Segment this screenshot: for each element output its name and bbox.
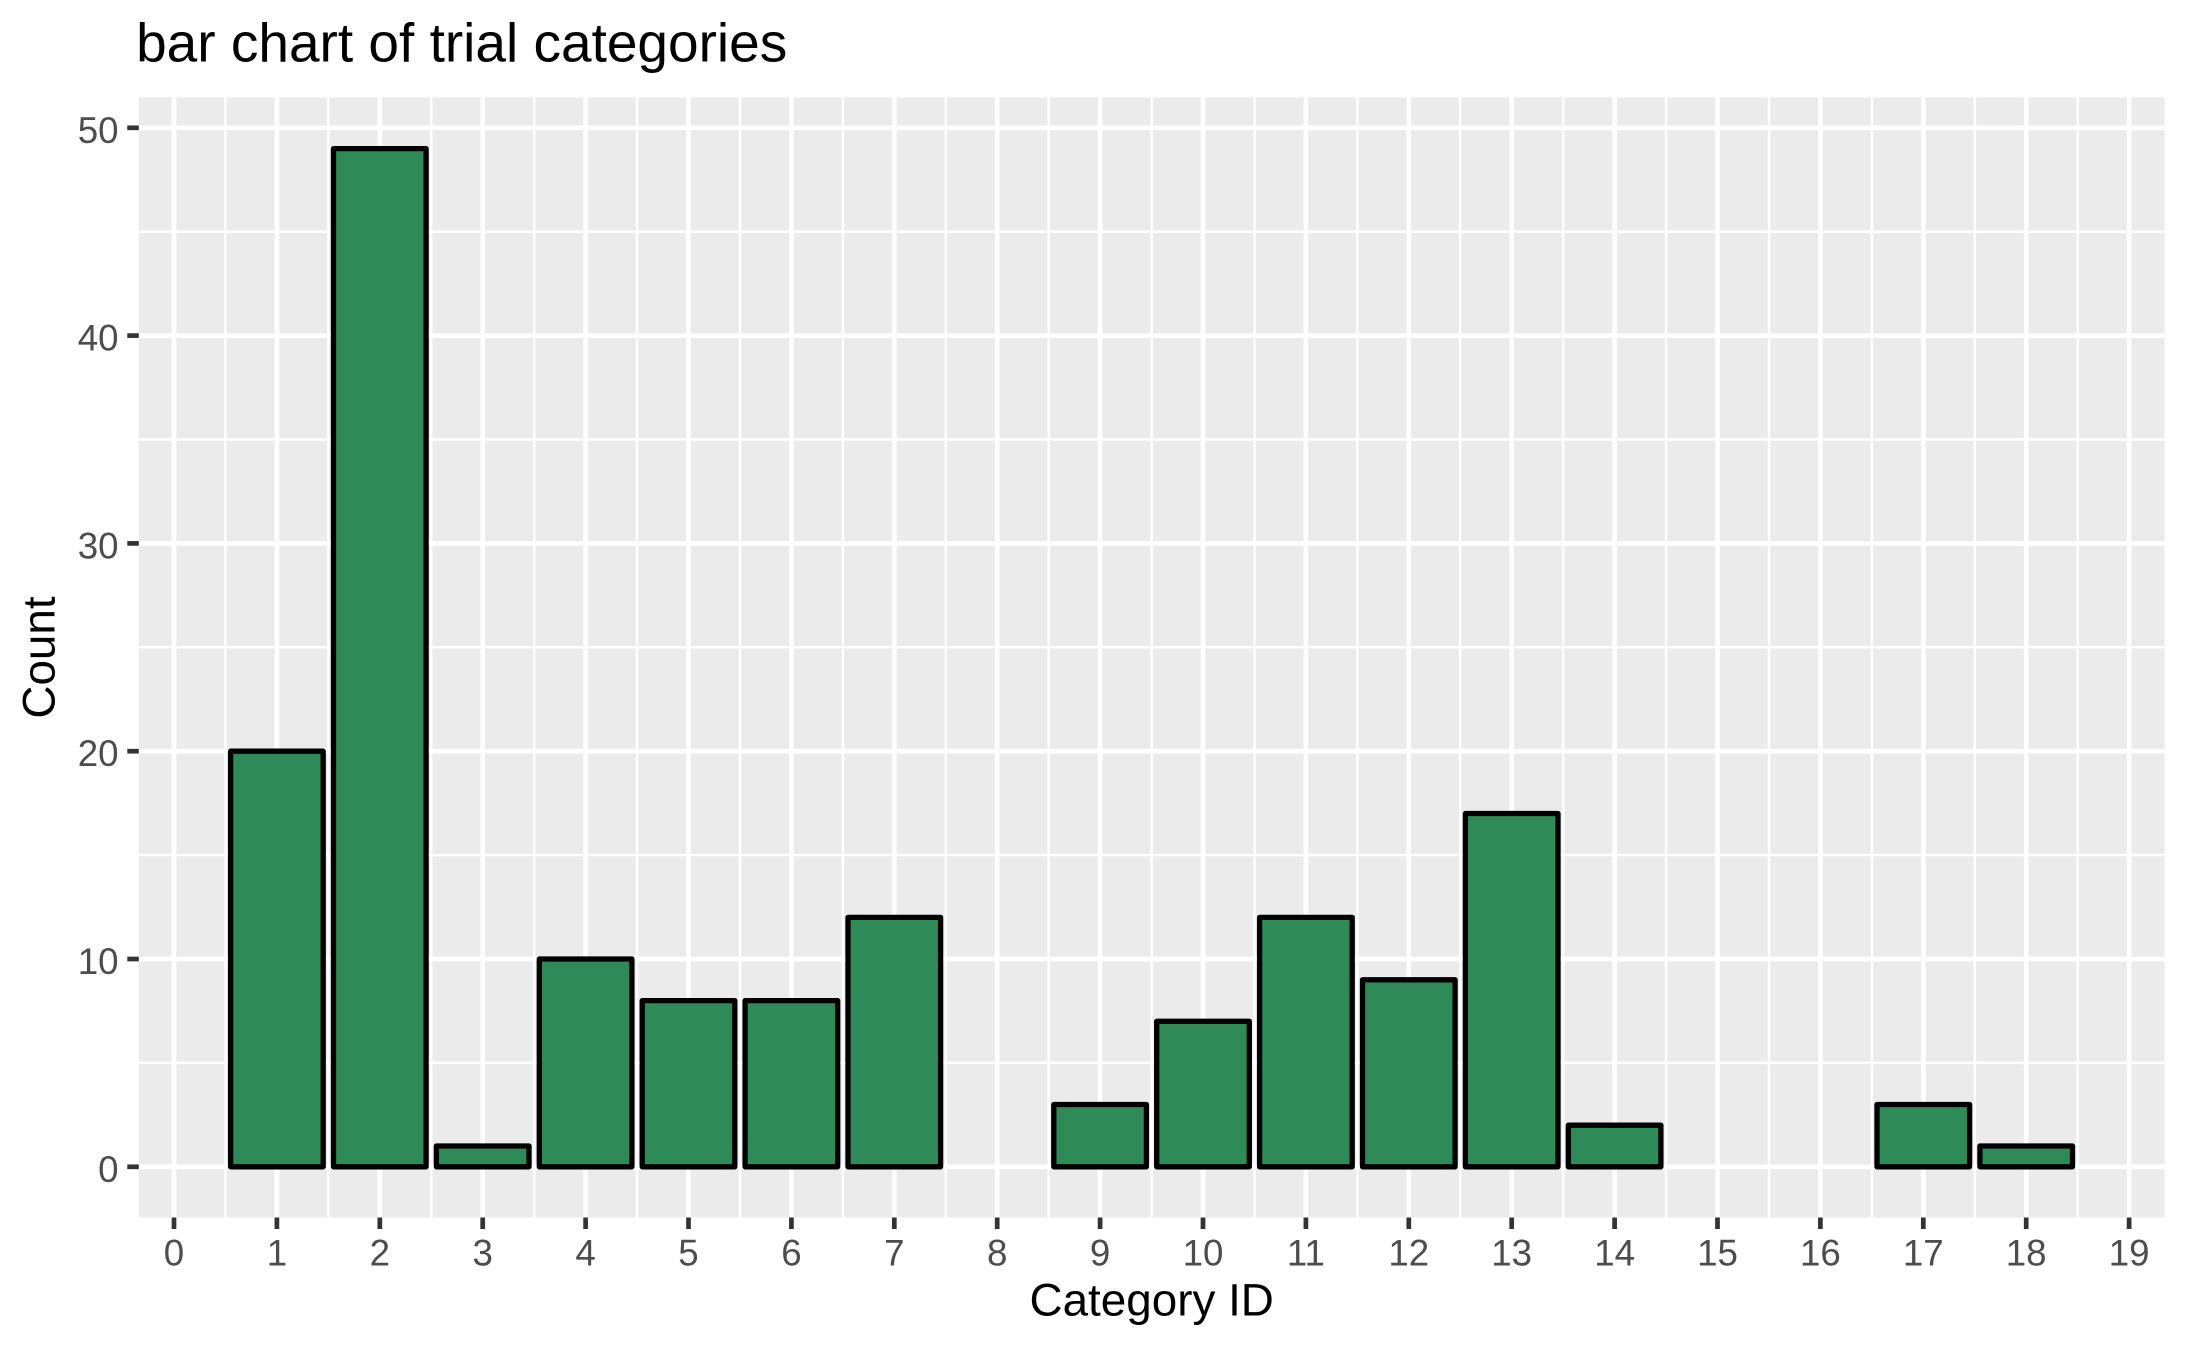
svg-text:10: 10 [1183,1233,1224,1274]
svg-text:3: 3 [472,1233,492,1274]
svg-text:7: 7 [884,1233,904,1274]
svg-text:19: 19 [2109,1233,2150,1274]
svg-text:18: 18 [2006,1233,2047,1274]
svg-text:0: 0 [164,1233,184,1274]
svg-text:17: 17 [1903,1233,1944,1274]
svg-text:4: 4 [575,1233,595,1274]
svg-text:30: 30 [78,525,119,566]
svg-text:16: 16 [1800,1233,1841,1274]
svg-text:50: 50 [78,110,119,151]
svg-text:20: 20 [78,733,119,774]
svg-text:10: 10 [78,941,119,982]
svg-text:0: 0 [98,1149,118,1190]
svg-text:bar chart of trial categories: bar chart of trial categories [136,12,787,74]
svg-text:40: 40 [78,318,119,359]
svg-text:1: 1 [267,1233,287,1274]
svg-text:13: 13 [1491,1233,1532,1274]
svg-text:14: 14 [1594,1233,1635,1274]
svg-text:11: 11 [1287,1233,1325,1274]
svg-text:Count: Count [14,596,65,718]
svg-text:Category ID: Category ID [1030,1274,1274,1325]
svg-text:6: 6 [781,1233,801,1274]
svg-text:9: 9 [1090,1233,1110,1274]
svg-text:12: 12 [1388,1233,1429,1274]
svg-text:5: 5 [678,1233,698,1274]
svg-text:2: 2 [370,1233,390,1274]
svg-text:15: 15 [1697,1233,1738,1274]
svg-text:8: 8 [987,1233,1007,1274]
